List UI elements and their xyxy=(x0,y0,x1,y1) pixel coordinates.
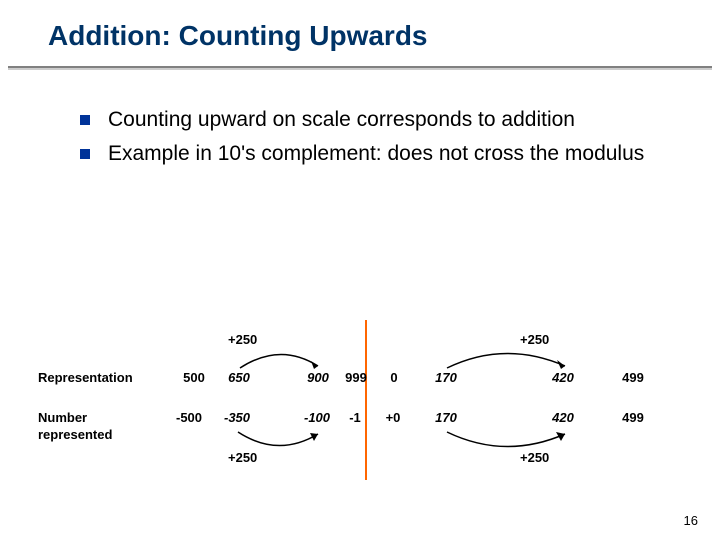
rep-420: 420 xyxy=(545,370,581,385)
arrow-top-right xyxy=(445,348,575,372)
bullet-text: Counting upward on scale corresponds to … xyxy=(108,106,575,134)
rep-500: 500 xyxy=(177,370,211,385)
rep-900: 900 xyxy=(302,370,334,385)
bullet-item: Example in 10's complement: does not cro… xyxy=(80,140,670,168)
title-underline xyxy=(8,66,712,68)
num-m1: -1 xyxy=(344,410,366,425)
plus-label-bottom-left: +250 xyxy=(228,450,257,465)
num-m100: -100 xyxy=(298,410,336,425)
rep-999: 999 xyxy=(341,370,371,385)
number-line-diagram: +250 +250 +250 +250 Representation Numbe… xyxy=(0,320,720,485)
arrow-bottom-left xyxy=(236,428,328,452)
num-499: 499 xyxy=(615,410,651,425)
plus-label-top-right: +250 xyxy=(520,332,549,347)
rep-0: 0 xyxy=(384,370,404,385)
rep-650: 650 xyxy=(221,370,257,385)
num-m500: -500 xyxy=(169,410,209,425)
rep-170: 170 xyxy=(428,370,464,385)
num-p0: +0 xyxy=(380,410,406,425)
plus-label-top-left: +250 xyxy=(228,332,257,347)
page-number: 16 xyxy=(684,513,698,528)
plus-label-bottom-right: +250 xyxy=(520,450,549,465)
arrow-bottom-right xyxy=(445,428,575,452)
num-170: 170 xyxy=(428,410,464,425)
label-representation: Representation xyxy=(38,370,133,385)
bullet-marker xyxy=(80,115,90,125)
bullet-item: Counting upward on scale corresponds to … xyxy=(80,106,670,134)
modulus-divider xyxy=(365,320,367,480)
slide-title: Addition: Counting Upwards xyxy=(0,0,720,66)
num-m350: -350 xyxy=(217,410,257,425)
bullet-marker xyxy=(80,149,90,159)
label-number-represented: Numberrepresented xyxy=(38,410,112,444)
num-420: 420 xyxy=(545,410,581,425)
bullet-list: Counting upward on scale corresponds to … xyxy=(0,68,720,169)
arrow-top-left xyxy=(238,348,328,372)
rep-499: 499 xyxy=(615,370,651,385)
bullet-text: Example in 10's complement: does not cro… xyxy=(108,140,644,168)
